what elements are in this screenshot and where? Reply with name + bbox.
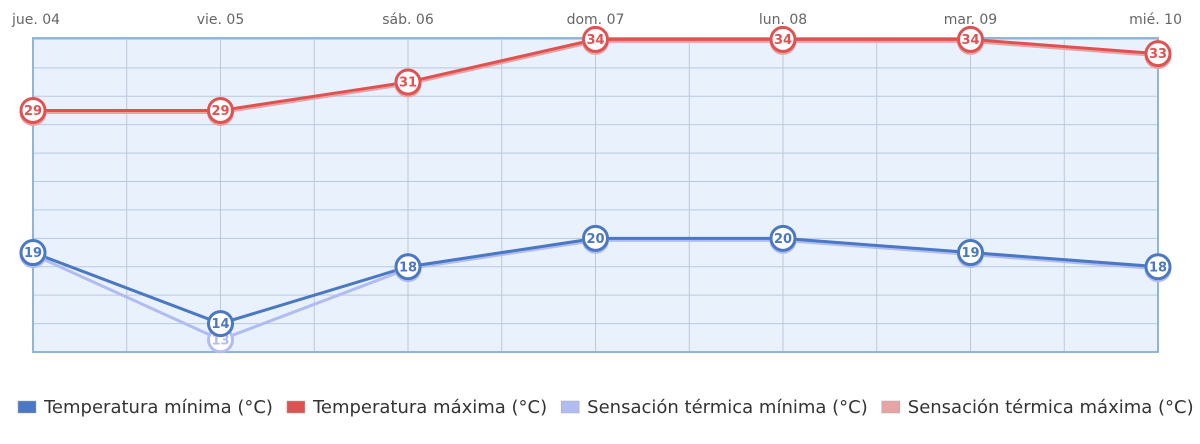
x-tick-label: lun. 08 [759,12,807,28]
data-point [1144,40,1172,68]
data-point [207,96,234,124]
labels: 1913182020191829293134343433191418202019… [19,25,1172,354]
data-label: 34 [586,33,604,48]
data-label: 19 [24,246,42,261]
x-tick-label: vie. 05 [197,12,245,28]
x-tick-label: mié. 10 [1129,12,1182,28]
x-tick-label: dom. 07 [567,12,625,28]
legend-label: Temperatura mínima (°C) [43,397,273,418]
data-point [19,96,47,124]
data-label: 13 [211,333,229,348]
legend-label: Temperatura máxima (°C) [312,397,547,418]
data-label: 18 [399,260,417,275]
data-point [957,25,984,53]
data-point [957,239,984,267]
x-tick-label: sáb. 06 [382,12,434,28]
data-point [582,224,609,252]
legend-swatch [17,400,37,414]
data-label: 29 [211,104,229,119]
data-point [394,253,422,281]
data-label: 33 [1149,47,1167,62]
legend: Temperatura mínima (°C) Temperatura máxim… [17,397,1194,418]
data-point [19,239,47,267]
legend-label: Sensación térmica máxima (°C) [908,397,1194,418]
x-tick-label: jue. 04 [11,12,60,28]
data-label: 20 [586,232,604,247]
data-label: 18 [1149,260,1167,275]
legend-label: Sensación térmica mínima (°C) [587,397,868,418]
x-tick-label: mar. 09 [944,12,997,28]
data-label: 19 [961,246,979,261]
data-point [207,310,234,338]
data-point [394,68,422,96]
data-label: 31 [399,76,417,91]
legend-swatch [560,400,580,414]
data-label: 34 [961,33,979,48]
data-point [1144,253,1172,281]
legend-swatch [881,400,901,414]
data-label: 29 [24,104,42,119]
data-label: 20 [774,232,792,247]
data-point [582,25,609,53]
data-label: 14 [211,317,229,332]
data-point [769,224,797,252]
data-point [769,25,797,53]
data-label: 34 [774,33,792,48]
legend-swatch [286,400,306,414]
